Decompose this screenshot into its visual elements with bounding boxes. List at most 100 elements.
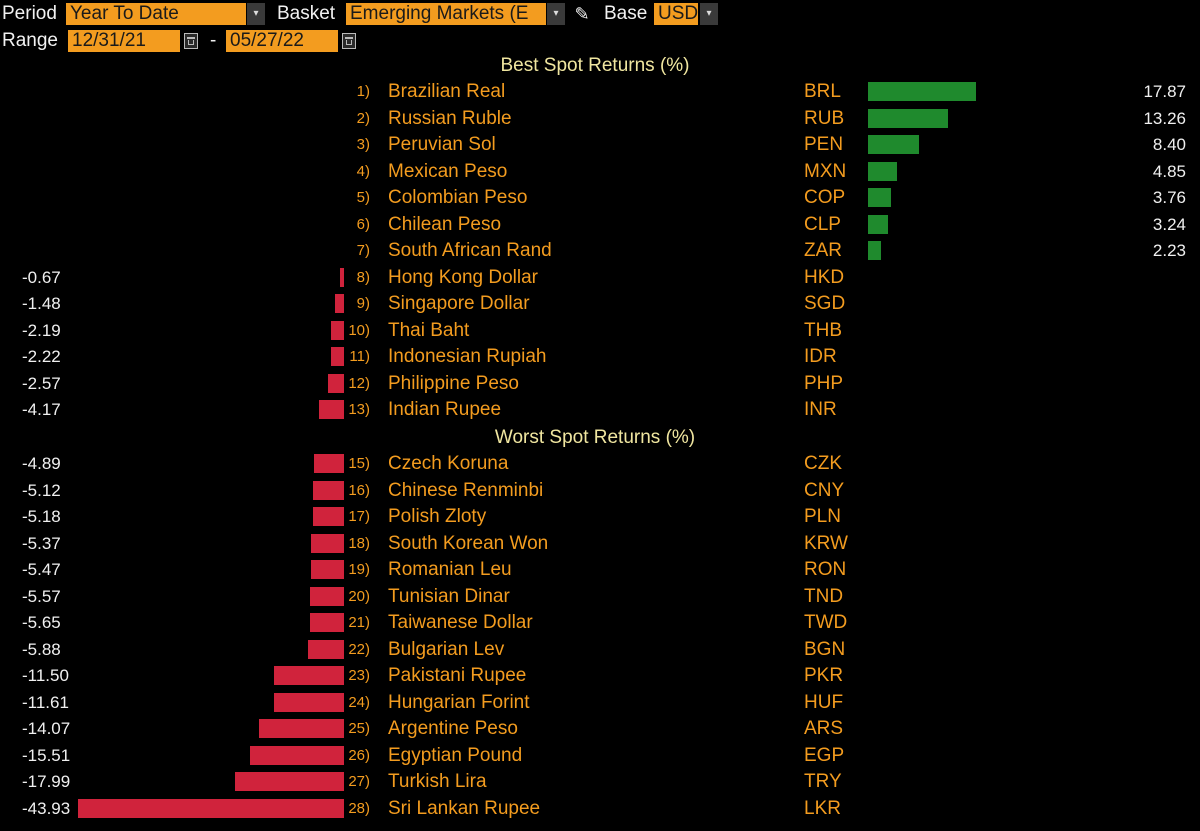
table-row[interactable]: 24) Hungarian Forint HUF -11.61 (0, 690, 1200, 716)
currency-name[interactable]: Peruvian Sol (388, 134, 496, 155)
table-row[interactable]: 7) South African Rand ZAR 2.23 (0, 238, 1200, 264)
currency-name[interactable]: Sri Lankan Rupee (388, 798, 541, 819)
base-currency-select[interactable]: USD (654, 3, 698, 25)
table-row[interactable]: 21) Taiwanese Dollar TWD -5.65 (0, 610, 1200, 636)
table-row[interactable]: 28) Sri Lankan Rupee LKR -43.93 (0, 796, 1200, 822)
currency-name[interactable]: Indonesian Rupiah (388, 346, 547, 367)
table-row[interactable]: 20) Tunisian Dinar TND -5.57 (0, 584, 1200, 610)
currency-code: BRL (804, 81, 841, 102)
period-dropdown-icon[interactable]: ▾ (247, 3, 265, 25)
table-row[interactable]: 15) Czech Koruna CZK -4.89 (0, 451, 1200, 477)
currency-name[interactable]: Colombian Peso (388, 187, 528, 208)
table-row[interactable]: 5) Colombian Peso COP 3.76 (0, 185, 1200, 211)
currency-code: LKR (804, 798, 841, 819)
currency-code: TWD (804, 612, 848, 633)
rank-label: 7) (356, 242, 370, 259)
currency-name[interactable]: Tunisian Dinar (388, 586, 510, 607)
rank-label: 3) (356, 136, 370, 153)
currency-name[interactable]: Turkish Lira (388, 771, 487, 792)
table-row[interactable]: 16) Chinese Renminbi CNY -5.12 (0, 478, 1200, 504)
currency-name[interactable]: Mexican Peso (388, 161, 508, 182)
currency-name[interactable]: Argentine Peso (388, 718, 518, 739)
rank-label: 23) (348, 667, 370, 684)
table-row[interactable]: 22) Bulgarian Lev BGN -5.88 (0, 637, 1200, 663)
currency-name[interactable]: Pakistani Rupee (388, 665, 527, 686)
negative-return-bar (311, 560, 344, 579)
rank-label: 5) (356, 189, 370, 206)
rank-label: 16) (348, 482, 370, 499)
edit-pencil-icon[interactable]: ✎ (574, 4, 590, 24)
rank-label: 20) (348, 588, 370, 605)
table-row[interactable]: 8) Hong Kong Dollar HKD -0.67 (0, 265, 1200, 291)
base-dropdown-icon[interactable]: ▾ (700, 3, 718, 25)
currency-code: TRY (804, 771, 842, 792)
currency-name[interactable]: Polish Zloty (388, 506, 487, 527)
negative-return-bar (308, 640, 344, 659)
basket-select[interactable]: Emerging Markets (E (346, 3, 546, 25)
currency-name[interactable]: Singapore Dollar (388, 293, 530, 314)
table-row[interactable]: 12) Philippine Peso PHP -2.57 (0, 371, 1200, 397)
currency-name[interactable]: Egyptian Pound (388, 745, 523, 766)
currency-code: PEN (804, 134, 844, 155)
range-separator: - (210, 30, 217, 51)
negative-return-bar (335, 294, 344, 313)
currency-name[interactable]: Philippine Peso (388, 373, 519, 394)
table-row[interactable]: 18) South Korean Won KRW -5.37 (0, 531, 1200, 557)
table-row[interactable]: 23) Pakistani Rupee PKR -11.50 (0, 663, 1200, 689)
worst-returns-title: Worst Spot Returns (%) (494, 427, 696, 448)
range-end-input[interactable]: 05/27/22 (226, 30, 338, 52)
basket-dropdown-icon[interactable]: ▾ (547, 3, 565, 25)
currency-name[interactable]: Czech Koruna (388, 453, 509, 474)
table-row[interactable]: 1) Brazilian Real BRL 17.87 (0, 79, 1200, 105)
rank-label: 24) (348, 694, 370, 711)
currency-name[interactable]: South African Rand (388, 240, 552, 261)
currency-code: PKR (804, 665, 844, 686)
range-end-calendar-icon[interactable] (342, 33, 356, 49)
table-row[interactable]: 19) Romanian Leu RON -5.47 (0, 557, 1200, 583)
currency-name[interactable]: Taiwanese Dollar (388, 612, 533, 633)
return-value: -5.88 (22, 640, 61, 659)
positive-return-bar (868, 162, 897, 181)
table-row[interactable]: 9) Singapore Dollar SGD -1.48 (0, 291, 1200, 317)
table-row[interactable]: 26) Egyptian Pound EGP -15.51 (0, 743, 1200, 769)
rank-label: 6) (356, 216, 370, 233)
positive-return-bar (868, 109, 948, 128)
negative-return-bar (250, 746, 344, 765)
table-row[interactable]: 3) Peruvian Sol PEN 8.40 (0, 132, 1200, 158)
currency-name[interactable]: Chilean Peso (388, 214, 502, 235)
return-value: 4.85 (1152, 162, 1186, 181)
table-row[interactable]: 2) Russian Ruble RUB 13.26 (0, 106, 1200, 132)
rank-label: 27) (348, 773, 370, 790)
currency-name[interactable]: Thai Baht (388, 320, 470, 341)
currency-name[interactable]: Chinese Renminbi (388, 480, 544, 501)
currency-name[interactable]: Indian Rupee (388, 399, 502, 420)
period-select[interactable]: Year To Date (66, 3, 246, 25)
currency-name[interactable]: Brazilian Real (388, 81, 506, 102)
negative-return-bar (314, 454, 344, 473)
currency-name[interactable]: Russian Ruble (388, 108, 512, 129)
rank-label: 12) (348, 375, 370, 392)
negative-return-bar (313, 507, 344, 526)
table-row[interactable]: 27) Turkish Lira TRY -17.99 (0, 769, 1200, 795)
table-row[interactable]: 25) Argentine Peso ARS -14.07 (0, 716, 1200, 742)
return-value: 8.40 (1152, 135, 1186, 154)
return-value: -43.93 (22, 799, 71, 818)
range-start-input[interactable]: 12/31/21 (68, 30, 180, 52)
range-start-calendar-icon[interactable] (184, 33, 198, 49)
rank-label: 2) (356, 110, 370, 127)
table-row[interactable]: 10) Thai Baht THB -2.19 (0, 318, 1200, 344)
table-row[interactable]: 11) Indonesian Rupiah IDR -2.22 (0, 344, 1200, 370)
currency-code: ZAR (804, 240, 842, 261)
currency-name[interactable]: Hungarian Forint (388, 692, 530, 713)
return-value: -0.67 (22, 268, 61, 287)
rank-label: 22) (348, 641, 370, 658)
table-row[interactable]: 17) Polish Zloty PLN -5.18 (0, 504, 1200, 530)
currency-name[interactable]: Hong Kong Dollar (388, 267, 538, 288)
table-row[interactable]: 4) Mexican Peso MXN 4.85 (0, 159, 1200, 185)
table-row[interactable]: 13) Indian Rupee INR -4.17 (0, 397, 1200, 423)
currency-code: COP (804, 187, 846, 208)
currency-name[interactable]: South Korean Won (388, 533, 549, 554)
currency-name[interactable]: Romanian Leu (388, 559, 512, 580)
table-row[interactable]: 6) Chilean Peso CLP 3.24 (0, 212, 1200, 238)
currency-name[interactable]: Bulgarian Lev (388, 639, 505, 660)
